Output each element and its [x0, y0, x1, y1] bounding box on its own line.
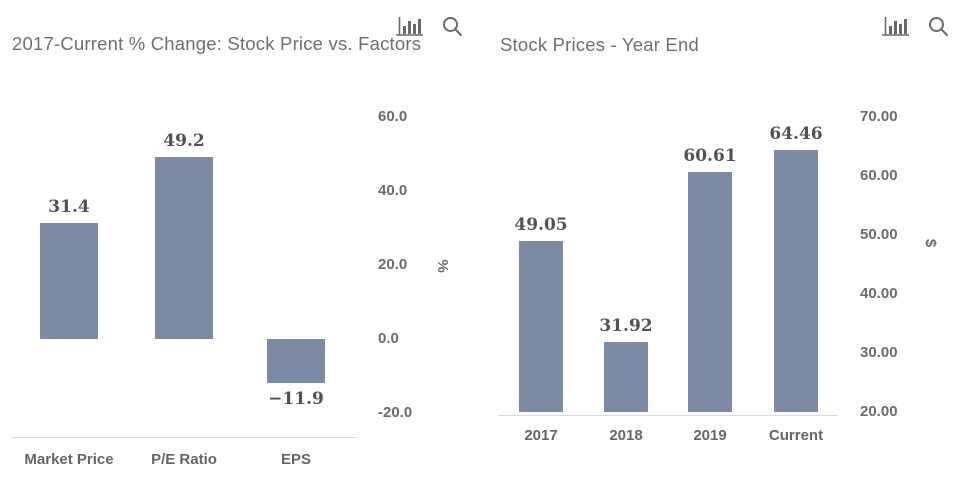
y-axis-title: %: [434, 259, 451, 273]
bar-current[interactable]: [774, 149, 818, 412]
x-category-label: 2018: [609, 427, 643, 444]
bar-value-label: 60.61: [683, 146, 737, 167]
bar-value-label: 49.2: [163, 130, 205, 151]
bar-eps[interactable]: [267, 339, 325, 384]
right-chart-title: Stock Prices - Year End: [500, 34, 699, 55]
right-chart-toolbar: [882, 15, 949, 37]
x-category-label: 2019: [693, 427, 727, 444]
bar-value-label: 31.4: [48, 196, 90, 217]
bar-value-label: 49.05: [514, 214, 568, 235]
y-tick-label: 20.00: [860, 403, 898, 420]
y-tick-label: 40.00: [860, 285, 898, 302]
magnifier-icon[interactable]: [441, 15, 463, 37]
bar-value-label: 31.92: [599, 315, 653, 336]
left-chart-toolbar: [396, 15, 463, 37]
bar-p-e-ratio[interactable]: [155, 156, 213, 339]
magnifier-icon[interactable]: [927, 15, 949, 37]
x-category-label: EPS: [280, 451, 311, 468]
y-tick-label: 60.0: [378, 108, 408, 125]
x-category-label: Market Price: [24, 451, 114, 468]
x-axis-line: [498, 415, 838, 416]
bar-chart-icon[interactable]: [882, 15, 909, 37]
x-axis-line: [12, 437, 357, 438]
y-tick-label: 20.0: [378, 256, 408, 273]
y-tick-label: 40.0: [378, 182, 408, 199]
bar-market-price[interactable]: [40, 222, 98, 339]
bar-2017[interactable]: [519, 240, 563, 412]
x-category-label: 2017: [524, 427, 558, 444]
x-category-label: Current: [768, 427, 824, 444]
y-tick-label: 0.0: [378, 330, 399, 347]
bar-2018[interactable]: [604, 341, 648, 412]
x-category-label: P/E Ratio: [151, 451, 217, 468]
bar-2019[interactable]: [688, 172, 732, 412]
bar-value-label: −11.9: [268, 389, 324, 410]
y-tick-label: 30.00: [860, 344, 898, 361]
bar-value-label: 64.46: [769, 123, 823, 144]
y-tick-label: 70.00: [860, 108, 898, 125]
y-tick-label: 60.00: [860, 167, 898, 184]
bar-chart-icon[interactable]: [396, 15, 423, 37]
y-tick-label: 50.00: [860, 226, 898, 243]
y-tick-label: -20.0: [378, 404, 413, 421]
left-chart-title: 2017-Current % Change: Stock Price vs. F…: [12, 33, 422, 54]
y-axis-title: $: [922, 238, 939, 248]
